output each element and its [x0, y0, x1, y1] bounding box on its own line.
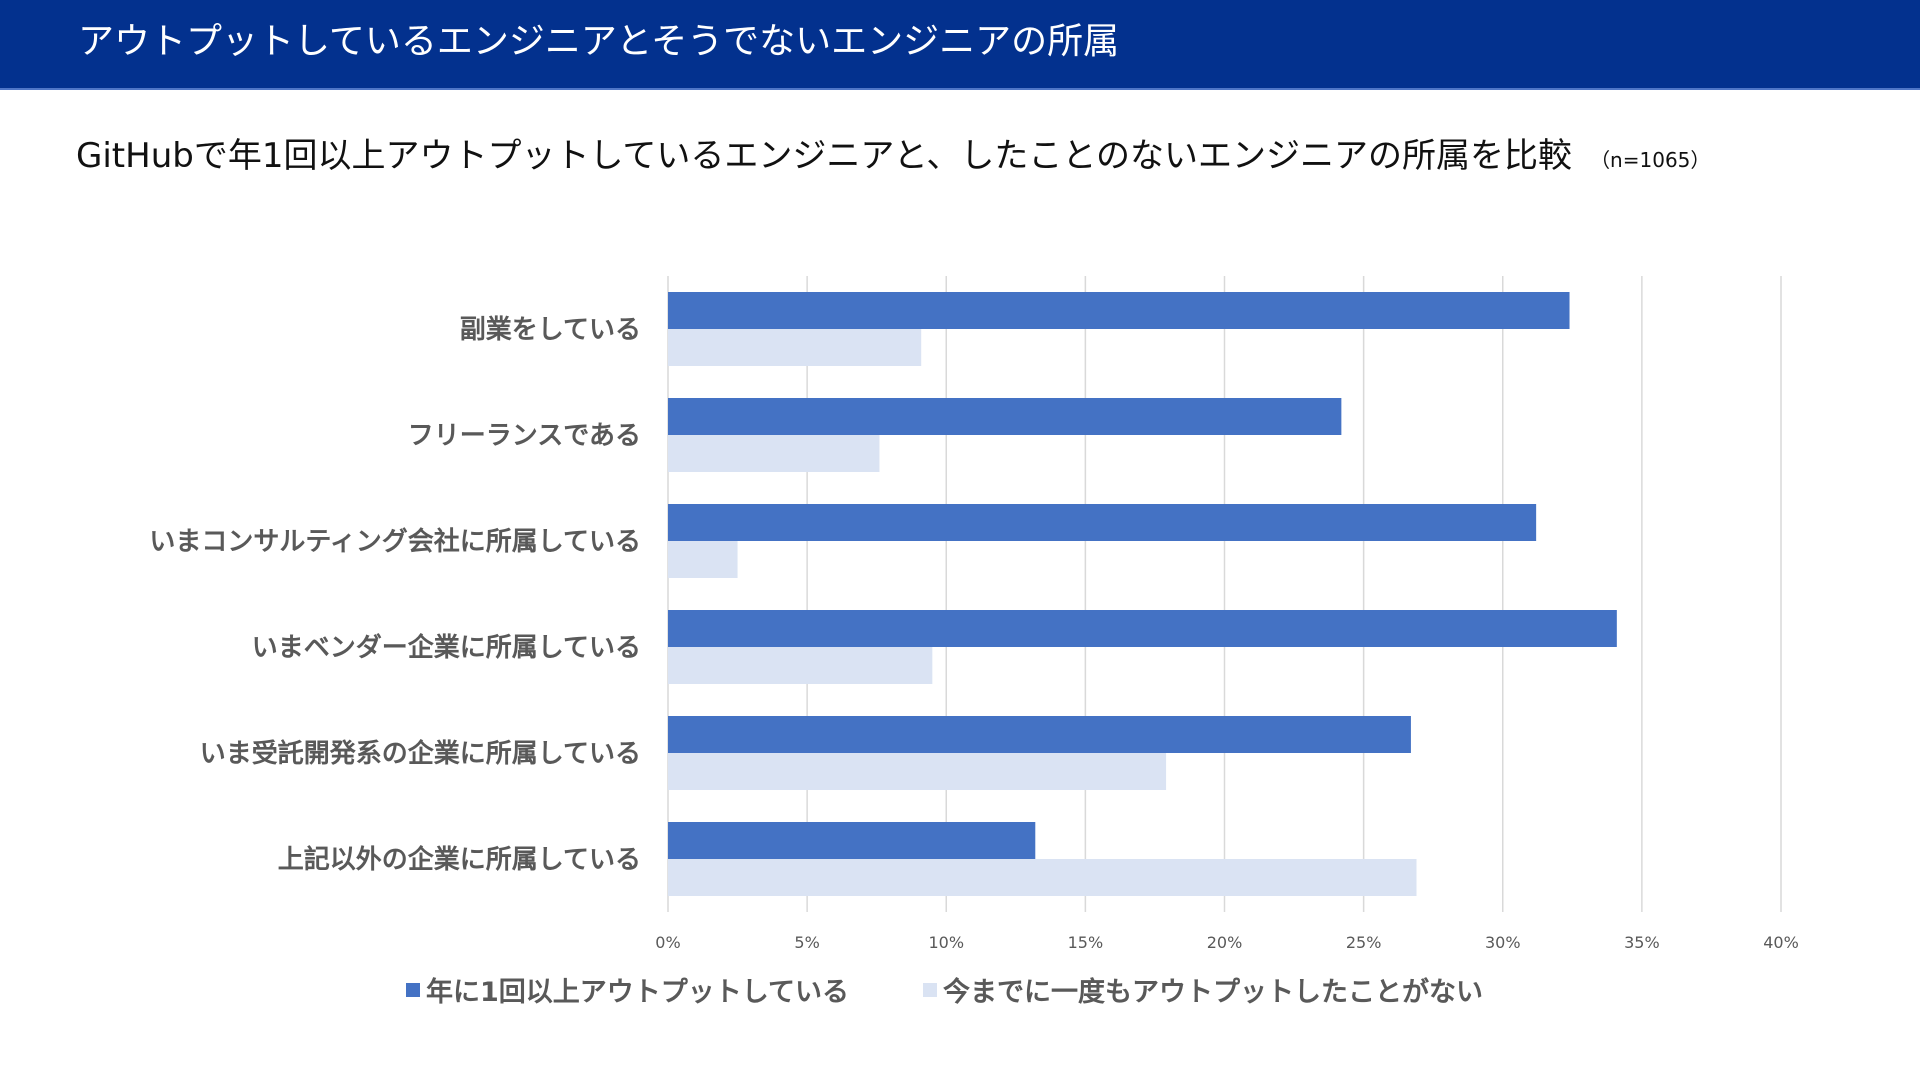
x-tick-label: 10%: [928, 933, 964, 952]
x-tick-label: 30%: [1485, 933, 1521, 952]
category-label: いまコンサルティング会社に所属している: [149, 526, 641, 557]
x-tick-label: 15%: [1068, 933, 1104, 952]
bar-no-output: [668, 859, 1417, 896]
header-band: アウトプットしているエンジニアとそうでないエンジニアの所属: [0, 0, 1920, 90]
legend-item-no-output: 今までに一度もアウトプットしたことがない: [922, 970, 1483, 1009]
bar-no-output: [668, 647, 933, 684]
legend-label-output: 年に1回以上アウトプットしている: [426, 977, 849, 1008]
legend-swatch-no-output: [922, 982, 937, 997]
bar-output: [668, 292, 1570, 329]
bar-no-output: [668, 541, 738, 578]
category-label: いま受託開発系の企業に所属している: [200, 738, 641, 769]
sample-size: （n=1065）: [1590, 148, 1711, 172]
bar-output: [668, 504, 1537, 541]
bar-output: [668, 716, 1411, 753]
x-tick-label: 20%: [1207, 933, 1243, 952]
x-tick-label: 5%: [794, 933, 819, 952]
legend-swatch-output: [406, 982, 420, 997]
bar-output: [668, 398, 1342, 435]
chart-subtitle: GitHubで年1回以上アウトプットしているエンジニアと、したことのないエンジニ…: [76, 134, 1710, 182]
category-label: フリーランスである: [408, 421, 641, 451]
legend-item-output: 年に1回以上アウトプットしている: [406, 970, 849, 1009]
subtitle-text: GitHubで年1回以上アウトプットしているエンジニアと、したことのないエンジニ…: [76, 136, 1573, 176]
x-tick-label: 40%: [1763, 933, 1799, 952]
bar-output: [668, 822, 1036, 859]
category-label: 副業をしている: [460, 315, 641, 345]
x-tick-label: 25%: [1346, 933, 1382, 952]
x-tick-label: 35%: [1624, 933, 1660, 952]
category-label: いまベンダー企業に所属している: [252, 632, 641, 663]
legend: 年に1回以上アウトプットしている 今までに一度もアウトプットしたことがない: [406, 970, 1557, 1009]
bar-no-output: [668, 329, 922, 366]
bar-no-output: [668, 753, 1167, 790]
page-title: アウトプットしているエンジニアとそうでないエンジニアの所属: [78, 21, 1120, 62]
x-tick-label: 0%: [655, 933, 680, 952]
category-label: 上記以外の企業に所属している: [278, 844, 641, 875]
legend-label-no-output: 今までに一度もアウトプットしたことがない: [942, 977, 1483, 1008]
bar-output: [668, 610, 1617, 647]
bar-no-output: [668, 435, 880, 472]
